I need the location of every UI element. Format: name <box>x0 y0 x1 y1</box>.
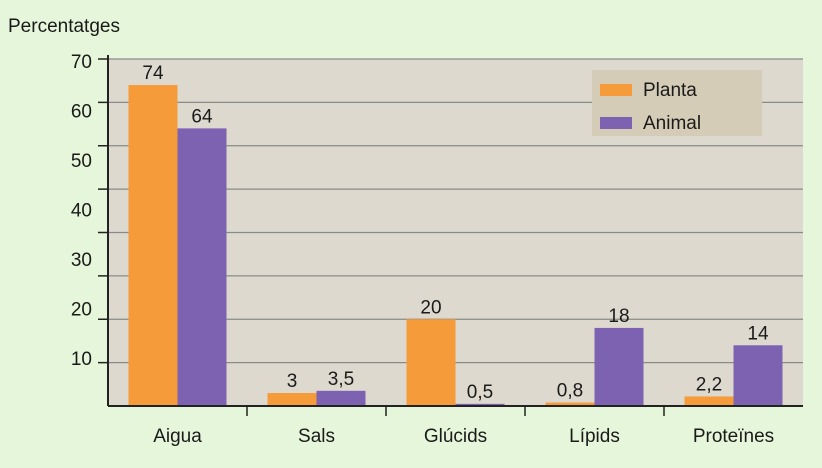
y-axis-label: Percentatges <box>8 16 120 37</box>
x-tick-label: Lípids <box>569 426 620 447</box>
data-label: 14 <box>747 323 769 344</box>
legend-swatch <box>600 84 632 96</box>
data-label: 0,5 <box>467 382 493 403</box>
bar-planta <box>406 319 456 406</box>
data-label: 74 <box>142 63 164 84</box>
y-tick-label: 50 <box>71 151 92 172</box>
data-label: 20 <box>420 297 441 318</box>
bar-planta <box>267 392 317 406</box>
x-tick-label: Sals <box>298 426 335 447</box>
y-tick-label: 70 <box>71 52 92 73</box>
data-label: 0,8 <box>557 381 583 402</box>
bar-animal <box>455 403 505 406</box>
data-label: 3 <box>287 371 298 392</box>
data-label: 2,2 <box>696 374 722 395</box>
y-tick-label: 20 <box>71 300 92 321</box>
legend-label: Animal <box>643 113 701 134</box>
x-tick-label: Aigua <box>153 426 202 447</box>
data-label: 64 <box>191 106 213 127</box>
bar-planta <box>128 85 178 407</box>
bar-planta <box>684 396 734 406</box>
y-tick-label: 40 <box>71 201 92 222</box>
bar-animal <box>733 345 783 406</box>
bar-animal <box>594 327 644 406</box>
legend-swatch <box>600 117 632 129</box>
y-tick-label: 30 <box>71 250 92 271</box>
data-label: 18 <box>608 306 629 327</box>
data-label: 3,5 <box>328 369 354 390</box>
x-tick-label: Glúcids <box>424 426 487 447</box>
bar-animal <box>177 128 227 406</box>
y-tick-label: 60 <box>71 102 92 123</box>
legend: Planta Animal <box>592 70 762 136</box>
legend-label: Planta <box>643 80 697 101</box>
bar-animal <box>316 390 366 406</box>
bar-planta <box>545 402 595 406</box>
y-tick-label: 10 <box>71 349 92 370</box>
x-tick-label: Proteïnes <box>693 426 774 447</box>
